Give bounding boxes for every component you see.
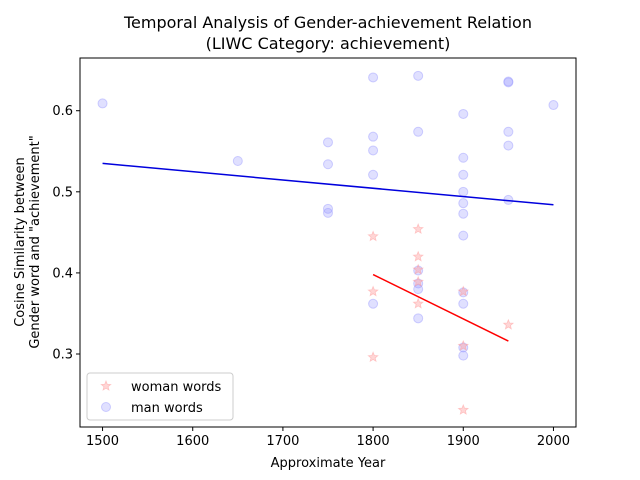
man-word-point xyxy=(548,100,559,111)
man-word-point xyxy=(503,76,514,87)
x-tick-label: 2000 xyxy=(537,434,570,449)
woman-word-point xyxy=(412,275,424,287)
woman-word-point xyxy=(412,297,424,309)
y-tick-label: 0.6 xyxy=(52,104,73,119)
man-word-point xyxy=(413,284,424,295)
man-word-point xyxy=(413,126,424,137)
woman-word-point xyxy=(412,263,424,275)
legend-box xyxy=(86,372,234,421)
y-tick-label: 0.4 xyxy=(52,266,73,281)
woman-word-point xyxy=(367,285,379,297)
plot-frame xyxy=(79,57,577,428)
man-word-point xyxy=(413,313,424,324)
y-tick-label: 0.5 xyxy=(52,185,73,200)
x-tick-label: 1800 xyxy=(357,434,390,449)
y-tick-label: 0.3 xyxy=(52,348,73,363)
man-word-point xyxy=(368,72,379,83)
woman-word-point xyxy=(367,230,379,242)
man-word-point xyxy=(323,203,333,214)
man-word-point xyxy=(323,207,333,218)
man-word-point xyxy=(503,140,514,151)
man-word-point xyxy=(458,230,469,241)
man-word-point xyxy=(503,77,514,88)
man-word-point xyxy=(458,169,469,180)
man-word-point xyxy=(458,208,469,219)
y-axis-label-line1: Cosine Similarity between xyxy=(13,157,28,327)
man-word-point xyxy=(232,155,243,166)
man-word-point xyxy=(458,152,469,163)
x-tick-label: 1500 xyxy=(86,434,119,449)
x-axis-label: Approximate Year xyxy=(271,456,386,471)
woman-word-point xyxy=(412,223,424,235)
man-word-point xyxy=(458,350,469,361)
man-word-point xyxy=(458,108,469,119)
man-word-point xyxy=(368,145,379,156)
x-tick-label: 1600 xyxy=(176,434,209,449)
man-word-point xyxy=(458,186,469,197)
man-word-point xyxy=(368,298,379,309)
legend-label-woman-words: woman words xyxy=(131,380,222,395)
man-trend-line xyxy=(102,162,554,206)
woman-word-point xyxy=(502,318,515,330)
man-word-point xyxy=(323,137,333,148)
y-axis-label-line2: Gender word and "achievement" xyxy=(28,135,43,348)
man-word-point xyxy=(458,198,469,209)
legend-marker-woman-words xyxy=(100,379,112,391)
man-word-point xyxy=(323,159,333,170)
man-word-point xyxy=(368,131,379,142)
woman-word-point xyxy=(457,339,470,351)
legend-marker-man-words xyxy=(101,402,111,412)
man-word-point xyxy=(368,169,379,180)
x-tick-label: 1700 xyxy=(266,434,299,449)
man-word-point xyxy=(503,126,514,137)
legend-label-man-words: man words xyxy=(131,401,203,416)
y-axis-label-group: Cosine Similarity between Gender word an… xyxy=(13,135,43,348)
plot-area xyxy=(97,70,559,415)
axis-ticks: 1500 1600 1700 1800 1900 2000 0.3 0.4 0.5 0.6 xyxy=(52,104,570,449)
man-word-point xyxy=(458,298,469,309)
x-tick-label: 1900 xyxy=(447,434,480,449)
woman-trend-line xyxy=(372,273,509,342)
woman-word-point xyxy=(457,403,470,415)
chart-title-line2: (LIWC Category: achievement) xyxy=(206,34,451,53)
man-word-point xyxy=(97,98,108,109)
woman-word-point xyxy=(367,351,379,363)
woman-word-point xyxy=(412,250,424,262)
man-word-point xyxy=(413,70,424,81)
woman-word-point xyxy=(457,285,470,297)
chart-title-line1: Temporal Analysis of Gender-achievement … xyxy=(123,13,532,32)
legend: woman words man words xyxy=(86,372,234,421)
